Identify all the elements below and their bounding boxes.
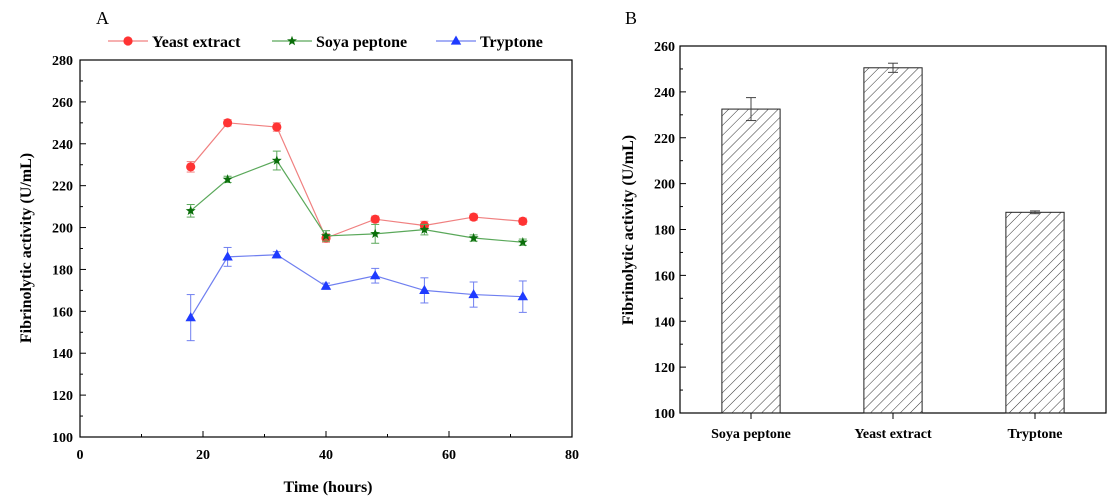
data-point bbox=[185, 205, 196, 216]
series-tryptone bbox=[185, 246, 529, 342]
data-point bbox=[518, 216, 528, 226]
data-point bbox=[186, 162, 196, 172]
y-tick-label: 160 bbox=[52, 305, 73, 320]
y-axis-title: Fibrinolytic activity (U/mL) bbox=[18, 153, 35, 343]
y-tick-label: 260 bbox=[654, 40, 675, 55]
legend-marker-shape bbox=[123, 36, 133, 46]
data-point bbox=[271, 249, 283, 259]
y-tick-label: 260 bbox=[52, 96, 73, 111]
x-tick-label: Soya peptone bbox=[711, 427, 791, 442]
data-point bbox=[419, 284, 430, 294]
data-point bbox=[517, 237, 528, 247]
x-tick-label: 60 bbox=[442, 448, 456, 463]
legend-item-yeast-extract: Yeast extract bbox=[108, 34, 241, 51]
bar-soya-peptone bbox=[721, 108, 781, 414]
bar-yeast-extract bbox=[863, 67, 923, 414]
data-point bbox=[468, 232, 479, 243]
data-point bbox=[370, 214, 380, 224]
legend-marker-tryptone bbox=[450, 35, 462, 45]
plot-area: 100 120 140 160 180 200 220 240 260 Soya peptone Y… bbox=[654, 40, 1107, 442]
x-tick-label: 0 bbox=[77, 448, 84, 463]
series-line-soya-peptone bbox=[190, 159, 523, 243]
x-tick-label: Tryptone bbox=[1008, 427, 1063, 442]
series-yeast-extract bbox=[186, 118, 528, 243]
y-tick-label: 100 bbox=[654, 407, 675, 422]
legend-label-yeast-extract: Yeast extract bbox=[152, 34, 241, 51]
x-tick-label: Yeast extract bbox=[854, 427, 932, 442]
data-point bbox=[185, 312, 196, 322]
y-tick-label: 100 bbox=[52, 431, 73, 446]
y-tick-label: 160 bbox=[654, 269, 675, 284]
data-point bbox=[517, 291, 529, 301]
plot-area: 100 120 140 160 180 200 220 240 260 280 0 20 40 60 80 bbox=[52, 54, 579, 463]
y-tick-label: 140 bbox=[654, 315, 675, 330]
series-line-tryptone bbox=[190, 254, 523, 318]
chart-a: A Yeast extract Soya peptone Tryptone 10… bbox=[18, 8, 579, 496]
legend-marker-shape bbox=[287, 35, 297, 46]
x-tick-label: 80 bbox=[565, 448, 579, 463]
series-soya-peptone bbox=[185, 150, 528, 247]
legend-label-tryptone: Tryptone bbox=[480, 34, 543, 51]
data-point bbox=[320, 280, 332, 290]
y-tick-label: 240 bbox=[654, 86, 675, 101]
legend-label-soya-peptone: Soya peptone bbox=[316, 34, 407, 51]
y-tick-label: 180 bbox=[654, 224, 675, 239]
x-axis-title: Time (hours) bbox=[283, 479, 372, 496]
y-tick-label: 220 bbox=[654, 132, 675, 147]
legend-item-tryptone: Tryptone bbox=[436, 34, 543, 51]
panel-label-b: B bbox=[625, 8, 637, 28]
data-point bbox=[419, 224, 430, 234]
y-tick-label: 200 bbox=[52, 222, 73, 237]
data-point bbox=[468, 289, 479, 299]
x-tick-label: 40 bbox=[319, 448, 333, 463]
y-tick-label: 200 bbox=[654, 178, 675, 193]
series-line-yeast-extract bbox=[190, 122, 523, 239]
legend-item-soya-peptone: Soya peptone bbox=[272, 34, 407, 51]
y-tick-label: 180 bbox=[52, 263, 73, 278]
y-tick-label: 240 bbox=[52, 138, 73, 153]
y-tick-label: 280 bbox=[52, 54, 73, 69]
data-point bbox=[272, 122, 282, 132]
y-tick-label: 120 bbox=[52, 389, 73, 404]
data-point bbox=[369, 270, 381, 280]
y-tick-label: 140 bbox=[52, 347, 73, 362]
data-point bbox=[469, 212, 479, 222]
chart-b: B 100 120 140 160 180 200 220 240 260 Soya pepton… bbox=[620, 8, 1107, 442]
legend-marker-yeast-extract bbox=[123, 36, 133, 46]
plot-frame bbox=[79, 59, 573, 438]
data-point bbox=[222, 251, 233, 261]
legend: Yeast extract Soya peptone Tryptone bbox=[108, 34, 543, 51]
data-point bbox=[321, 230, 331, 241]
panel-label-a: A bbox=[96, 8, 109, 28]
legend-marker-soya-peptone bbox=[287, 35, 297, 46]
y-tick-label: 220 bbox=[52, 180, 73, 195]
y-tick-label: 120 bbox=[654, 361, 675, 376]
y-axis-title: Fibrinolytic activity (U/mL) bbox=[620, 135, 637, 325]
data-point bbox=[370, 228, 381, 239]
data-point bbox=[223, 118, 233, 128]
data-point bbox=[271, 155, 282, 165]
data-point bbox=[222, 174, 233, 184]
legend-marker-shape bbox=[450, 35, 462, 45]
x-tick-label: 20 bbox=[196, 448, 210, 463]
bar-tryptone bbox=[1005, 211, 1065, 414]
